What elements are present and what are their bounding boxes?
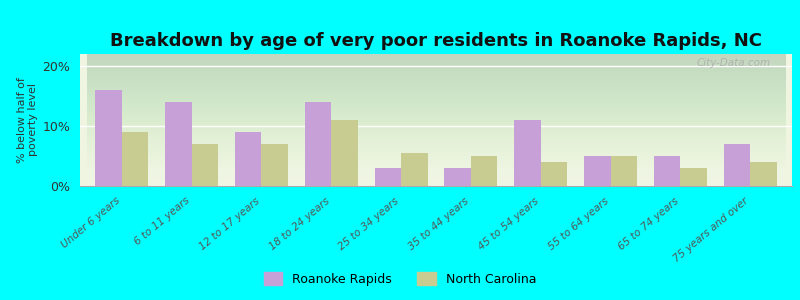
Bar: [514, 120, 541, 186]
Bar: [401, 153, 428, 186]
Bar: [444, 168, 471, 186]
Bar: [262, 144, 288, 186]
Bar: [584, 156, 610, 186]
Bar: [471, 156, 498, 186]
Bar: [654, 156, 680, 186]
Bar: [610, 156, 637, 186]
Bar: [331, 120, 358, 186]
Bar: [680, 168, 707, 186]
Text: City-Data.com: City-Data.com: [697, 58, 770, 68]
Bar: [235, 132, 262, 186]
Bar: [165, 102, 192, 186]
Y-axis label: % below half of
poverty level: % below half of poverty level: [17, 77, 38, 163]
Bar: [723, 144, 750, 186]
Bar: [750, 162, 777, 186]
Bar: [122, 132, 149, 186]
Bar: [305, 102, 331, 186]
Legend: Roanoke Rapids, North Carolina: Roanoke Rapids, North Carolina: [258, 267, 542, 291]
Bar: [95, 90, 122, 186]
Title: Breakdown by age of very poor residents in Roanoke Rapids, NC: Breakdown by age of very poor residents …: [110, 32, 762, 50]
Bar: [541, 162, 567, 186]
Bar: [374, 168, 401, 186]
Bar: [192, 144, 218, 186]
